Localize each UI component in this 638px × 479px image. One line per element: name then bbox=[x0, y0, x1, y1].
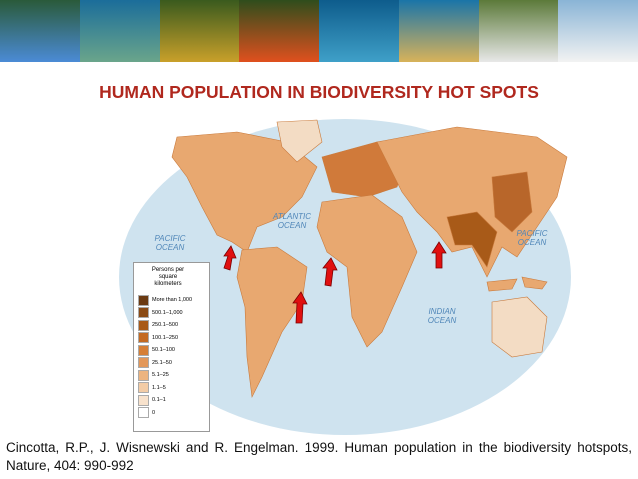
south-america bbox=[236, 246, 308, 399]
photo-strip bbox=[0, 0, 638, 62]
legend-title: Persons per square kilometers bbox=[151, 267, 185, 287]
legend-entry: More than 1,000 bbox=[138, 294, 205, 307]
legend-label: 25.1–50 bbox=[152, 359, 172, 366]
photo bbox=[159, 0, 240, 62]
legend-label: 250.1–500 bbox=[152, 322, 178, 329]
legend-entry: 5.1–25 bbox=[138, 369, 205, 382]
photo bbox=[558, 0, 638, 62]
map-graphic bbox=[119, 119, 571, 435]
legend-entry: 25.1–50 bbox=[138, 357, 205, 370]
legend-label: 1.1–5 bbox=[152, 384, 166, 391]
legend-label: More than 1,000 bbox=[152, 297, 193, 304]
legend-label: 500.1–1,000 bbox=[152, 309, 183, 316]
legend-swatch bbox=[138, 344, 149, 356]
ocean-label: PACIFIC OCEAN bbox=[154, 234, 186, 252]
legend-swatch bbox=[138, 407, 149, 419]
legend-entry: 500.1–1,000 bbox=[138, 307, 205, 320]
legend-label: 0.1–1 bbox=[152, 397, 166, 404]
legend-swatch bbox=[138, 307, 149, 319]
legend-label: 0 bbox=[152, 409, 156, 416]
legend-entry: 50.1–100 bbox=[138, 344, 205, 357]
australia bbox=[491, 296, 548, 358]
east-asia bbox=[491, 171, 533, 233]
legend-entry: 100.1–250 bbox=[138, 332, 205, 345]
legend-swatch bbox=[138, 394, 149, 406]
slide-title: HUMAN POPULATION IN BIODIVERSITY HOT SPO… bbox=[99, 82, 539, 102]
legend-swatch bbox=[138, 294, 149, 306]
ocean-label: ATLANTIC OCEAN bbox=[272, 212, 312, 230]
legend-label: 5.1–25 bbox=[152, 372, 169, 379]
legend-entry: 0.1–1 bbox=[138, 394, 205, 407]
citation: Cincotta, R.P., J. Wisnewski and R. Enge… bbox=[6, 440, 632, 473]
legend-label: 50.1–100 bbox=[152, 347, 175, 354]
south-asia bbox=[446, 211, 498, 268]
photo bbox=[79, 0, 160, 62]
legend-label: 100.1–250 bbox=[152, 334, 178, 341]
legend-swatch bbox=[138, 319, 149, 331]
photo bbox=[0, 0, 80, 62]
indonesia bbox=[486, 276, 548, 292]
legend-entry: 250.1–500 bbox=[138, 319, 205, 332]
legend-swatch bbox=[138, 369, 149, 381]
photo bbox=[239, 0, 319, 62]
legend: Persons per square kilometers More than … bbox=[133, 262, 210, 432]
photo bbox=[478, 0, 559, 62]
africa bbox=[316, 194, 418, 348]
legend-entry: 0 bbox=[138, 407, 205, 420]
legend-entry: 1.1–5 bbox=[138, 382, 205, 395]
photo bbox=[398, 0, 479, 62]
ocean-label: INDIAN OCEAN bbox=[427, 307, 457, 325]
legend-swatch bbox=[138, 382, 149, 394]
ocean-label: PACIFIC OCEAN bbox=[516, 229, 548, 247]
legend-swatch bbox=[138, 357, 149, 369]
world-map: PACIFIC OCEAN ATLANTIC OCEAN INDIAN OCEA… bbox=[117, 117, 574, 437]
photo bbox=[319, 0, 399, 62]
asia bbox=[376, 126, 568, 278]
greenland bbox=[276, 119, 323, 163]
legend-swatch bbox=[138, 332, 149, 344]
